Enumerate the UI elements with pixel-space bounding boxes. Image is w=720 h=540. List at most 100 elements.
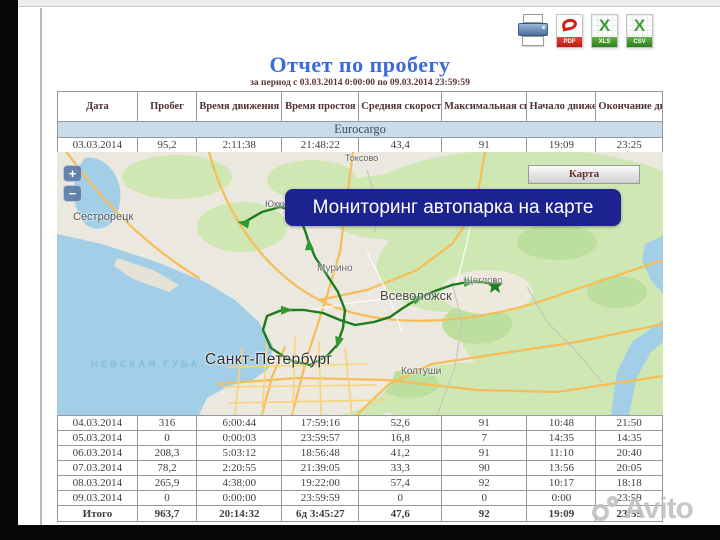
printer-paper-out [522,36,544,46]
table-cell: 23:59:57 [281,430,360,446]
map-zoom-in-button[interactable]: + [63,165,82,182]
pdf-ribbon-label: PDF [557,37,582,47]
table-cell: 04.03.2014 [57,415,138,431]
table-cell: 95,2 [136,137,198,153]
table-row: 03.03.2014 95,2 2:11:38 21:48:22 43,4 91 19:09… [57,137,663,153]
export-xls-icon[interactable]: X XLS [591,14,618,48]
table-cell: Итого [57,505,138,522]
table-cell: 16,8 [358,430,443,446]
table-cell: 0 [136,430,198,446]
table-cell: 05.03.2014 [57,430,138,446]
table-cell: 33,3 [358,460,443,476]
map-label-sestroretsk: Сестрорецк [73,211,134,223]
table-cell: 5:03:12 [196,445,283,461]
csv-x-glyph: X [633,16,646,35]
map-canvas[interactable]: Токсово Юкки Сестрорецк Мурино Всеволожс… [57,152,663,415]
export-csv-icon[interactable]: X CSV [626,14,653,48]
table-cell: 23:59:59 [281,490,360,506]
table-row: 07.03.2014 78,2 2:20:55 21:39:05 33,3 90 13:56… [57,460,663,476]
table-cell: 2:11:38 [196,137,283,153]
table-cell: 78,2 [136,460,198,476]
table-cell: 47,6 [358,505,443,522]
table-row: 04.03.2014 316 6:00:44 17:59:16 52,6 91 10:48 2… [57,415,663,431]
column-header: Начало движения [526,91,597,122]
table-cell: 0 [441,490,528,506]
promo-banner: Мониторинг автопарка на карте [285,189,621,226]
table-row: 09.03.2014 0 0:00:00 23:59:59 0 0 0:00 23:59 [57,490,663,506]
table-cell: 963,7 [136,505,198,522]
table-cell: 2:20:55 [196,460,283,476]
column-header: Пробег [136,91,198,122]
map-label-murino: Мурино [317,263,353,274]
letterbox-bottom [0,525,720,540]
table-cell: 11:10 [526,445,597,461]
printer-body [518,23,548,36]
pdf-swoosh-glyph [561,17,578,32]
table-cell: 21:39:05 [281,460,360,476]
table-row: Итого 963,7 20:14:32 6д 3:45:27 47,6 92 19:09 2… [57,505,663,522]
table-cell: 43,4 [358,137,443,153]
map-label-nevskaya-guba: НЕВСКАЯ ГУБА [91,359,201,370]
table-cell: 7 [441,430,528,446]
table-cell: 19:22:00 [281,475,360,491]
table-row: 05.03.2014 0 0:00:03 23:59:57 16,8 7 14:35 14:3… [57,430,663,446]
map-label-vsevolozhsk: Всеволожск [380,288,452,303]
table-cell: 91 [441,137,528,153]
page-title: Отчет по пробегу [269,52,451,77]
table-cell: 57,4 [358,475,443,491]
table-cell: 09.03.2014 [57,490,138,506]
table-cell: 18:18 [595,475,663,491]
table-cell: 21:48:22 [281,137,360,153]
map-label-koltushi: Колтуши [401,366,442,377]
watermark-text: Avito [624,492,694,525]
table-cell: 07.03.2014 [57,460,138,476]
xls-ribbon-label: XLS [592,37,617,47]
table-cell: 17:59:16 [281,415,360,431]
table-cell: 265,9 [136,475,198,491]
avito-watermark: Avito [592,492,694,526]
table-cell: 208,3 [136,445,198,461]
table-cell: 19:09 [526,137,597,153]
print-icon[interactable] [518,14,548,48]
map-zoom-out-button[interactable]: − [63,185,82,202]
table-cell: 08.03.2014 [57,475,138,491]
table-cell: 92 [441,505,528,522]
table-cell: 41,2 [358,445,443,461]
table-cell: 21:50 [595,415,663,431]
letterbox-left [0,0,18,540]
export-pdf-icon[interactable]: PDF [556,14,583,48]
printer-paper-top [523,14,543,23]
table-cell: 6д 3:45:27 [281,505,360,522]
table-cell: 18:56:48 [281,445,360,461]
printer-led [542,26,545,29]
map-label-saint-petersburg: Санкт-Петербург [205,351,333,368]
table-cell: 52,6 [358,415,443,431]
table-cell: 10:17 [526,475,597,491]
table-row: 08.03.2014 265,9 4:38:00 19:22:00 57,4 92 10:1… [57,475,663,491]
table-cell: 19:09 [526,505,597,522]
excel-x-glyph: X [598,16,611,35]
table-cell: 10:48 [526,415,597,431]
column-header: Окончание движения [595,91,663,122]
table-cell: 14:35 [595,430,663,446]
table-row: Дата Пробег Время движения Время простоя Сре… [57,91,663,122]
table-cell: 13:56 [526,460,597,476]
table-cell: 90 [441,460,528,476]
avito-logo-icon [592,493,622,525]
table-cell: 92 [441,475,528,491]
table-cell: 20:40 [595,445,663,461]
table-cell: 23:25 [595,137,663,153]
export-toolbar: PDF X XLS X CSV [518,14,664,50]
table-cell: 91 [441,415,528,431]
column-header: Дата [57,91,138,122]
page-left-border [40,8,42,525]
map-layer-button[interactable]: Карта [528,165,640,184]
csv-ribbon-label: CSV [627,37,652,47]
table-cell: 14:35 [526,430,597,446]
mileage-table-daily-section: 04.03.2014 316 6:00:44 17:59:16 52,6 91 10:48 2… [57,415,663,522]
table-cell: 06.03.2014 [57,445,138,461]
table-cell: 91 [441,445,528,461]
route-direction-arrows [237,219,476,349]
route-end-star [487,277,503,293]
table-cell: 4:38:00 [196,475,283,491]
